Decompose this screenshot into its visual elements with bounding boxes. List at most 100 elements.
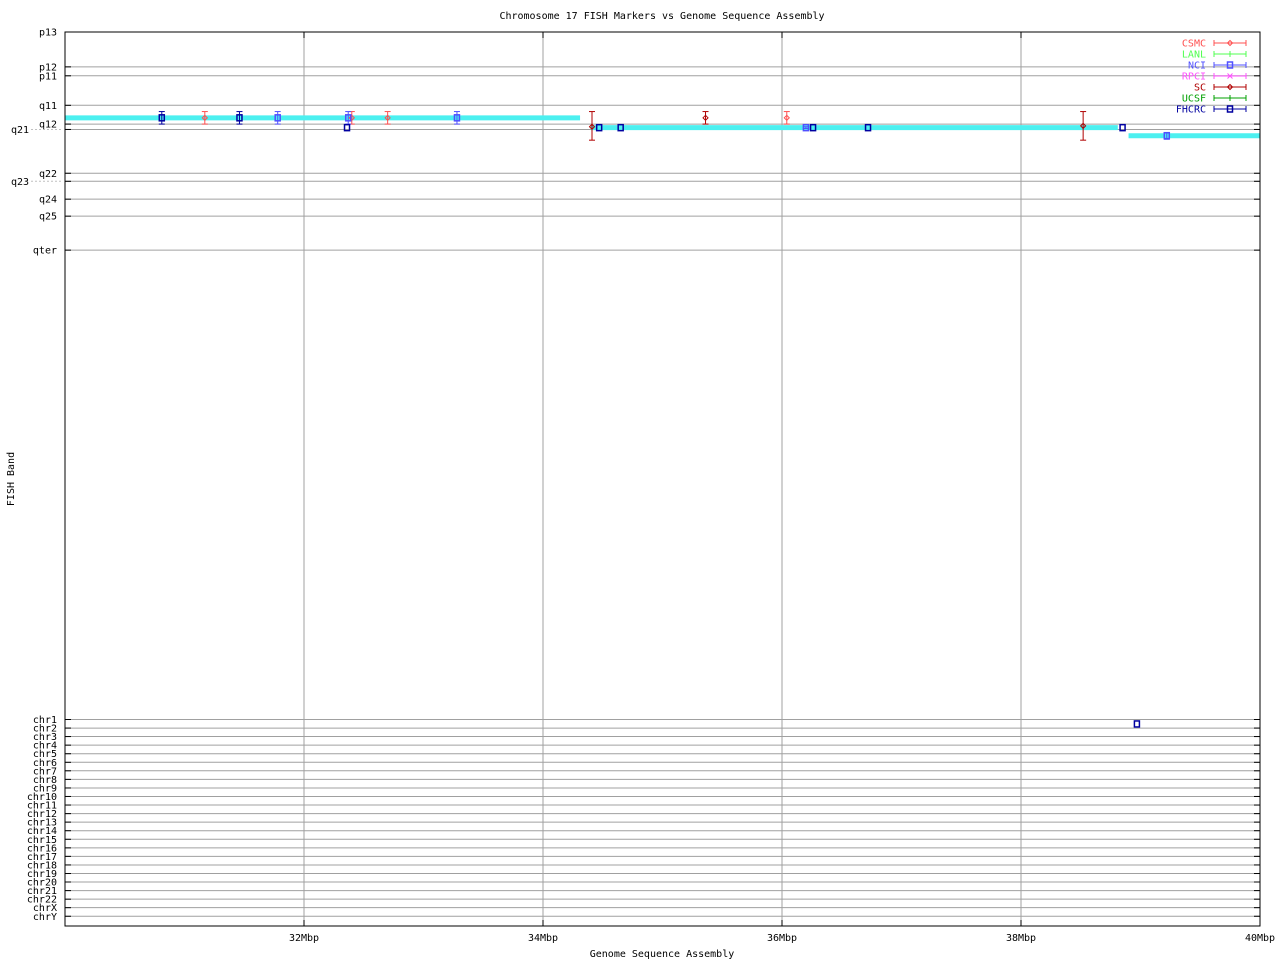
point-marker <box>1119 123 1126 132</box>
legend-marker <box>1226 39 1234 47</box>
y-tick-label: chr5 <box>33 749 57 760</box>
y-tick-label: chr16 <box>27 843 57 854</box>
y-tick-label: chr9 <box>33 783 57 794</box>
legend-item-rpci: RPCI <box>1182 72 1247 83</box>
legend-item-nci: NCI <box>1188 61 1247 72</box>
y-tick-label: q11 <box>39 101 57 112</box>
x-tick-label: 40Mbp <box>1245 933 1275 944</box>
data-point-nci <box>802 123 810 132</box>
y-tick-label: chr19 <box>27 869 57 880</box>
data-point-csmc <box>384 111 391 125</box>
y-tick-label: q24 <box>39 195 57 206</box>
y-tick-label: chrX <box>33 903 57 914</box>
y-tick-label: chr15 <box>27 835 57 846</box>
data-point-fhcrc <box>343 123 351 132</box>
data-point-fhcrc <box>158 111 166 125</box>
legend-item-sc: SC <box>1194 83 1247 94</box>
y-tick-label: chr13 <box>27 818 57 829</box>
y-tick-label: q22 <box>39 169 57 180</box>
legend-label: RPCI <box>1182 72 1206 83</box>
data-point-fhcrc <box>864 123 872 132</box>
data-point-fhcrc <box>595 123 603 132</box>
data-point-nci <box>453 111 461 125</box>
y-tick-label: chr18 <box>27 860 57 871</box>
legend-marker <box>1226 105 1234 113</box>
legend-label: FHCRC <box>1176 105 1206 116</box>
point-marker <box>236 114 243 122</box>
y-tick-label: chr20 <box>27 878 57 889</box>
point-marker <box>453 114 461 122</box>
data-point-csmc <box>201 111 209 125</box>
y-tick-label: chr12 <box>27 809 57 820</box>
y-tick-label: chr4 <box>33 741 57 752</box>
point-marker <box>864 123 872 132</box>
y-tick-label: q25 <box>39 212 57 223</box>
point-marker <box>809 123 817 132</box>
y-tick-label: chr2 <box>33 724 57 735</box>
data-point-fhcrc <box>809 123 817 132</box>
point-marker <box>617 123 624 132</box>
data-point-csmc <box>348 111 356 125</box>
point-marker <box>702 114 709 122</box>
point-marker <box>802 123 810 132</box>
point-marker <box>783 114 790 122</box>
y-tick-label: chr22 <box>27 895 57 906</box>
legend-item-ucsf: UCSF <box>1182 94 1247 105</box>
point-marker <box>201 114 209 122</box>
data-point-fhcrc <box>1119 123 1126 132</box>
y-tick-label: chrY <box>33 912 57 923</box>
y-tick-label: chr3 <box>33 732 57 743</box>
data-points <box>158 111 1171 728</box>
y-tick-label: qter <box>33 246 57 257</box>
legend-item-fhcrc: FHCRC <box>1176 105 1247 116</box>
point-marker <box>158 114 166 122</box>
y-axis-label: FISH Band <box>6 452 17 506</box>
y-tick-label: p12 <box>39 62 57 73</box>
plot-frame <box>64 31 1261 927</box>
y-tick-label: chr6 <box>33 758 57 769</box>
y-tick-label: q23 <box>11 177 29 188</box>
x-tick-label: 32Mbp <box>289 933 319 944</box>
y-tick-label: chr21 <box>27 886 57 897</box>
data-point-fhcrc <box>1133 720 1141 728</box>
data-point-nci <box>274 111 281 125</box>
point-marker <box>274 114 281 122</box>
data-point-sc <box>1079 111 1087 141</box>
y-tick-label: q12 <box>39 120 57 131</box>
legend-label: NCI <box>1188 61 1206 72</box>
x-tick-label: 38Mbp <box>1006 933 1036 944</box>
data-point-sc <box>588 111 596 141</box>
chart-title: Chromosome 17 FISH Markers vs Genome Seq… <box>499 11 824 22</box>
legend-label: UCSF <box>1182 94 1206 105</box>
point-marker <box>384 114 391 122</box>
y-tick-label: chr14 <box>27 826 57 837</box>
y-tick-label: chr8 <box>33 775 57 786</box>
x-tick-label: 34Mbp <box>528 933 558 944</box>
y-tick-label: q21 <box>11 125 29 136</box>
legend-item-csmc: CSMC <box>1182 39 1247 50</box>
data-point-sc <box>702 111 709 125</box>
x-tick-label: 36Mbp <box>767 933 797 944</box>
point-marker <box>1163 131 1171 140</box>
y-tick-label: chr7 <box>33 766 57 777</box>
y-tick-label: p13 <box>39 28 57 39</box>
y-tick-label: p11 <box>39 71 57 82</box>
point-marker <box>595 123 603 132</box>
legend-label: SC <box>1194 83 1206 94</box>
legend-item-lanl: LANL <box>1182 50 1247 61</box>
legend-marker <box>1227 73 1233 79</box>
y-tick-label: chr17 <box>27 852 57 863</box>
data-point-fhcrc <box>236 111 243 125</box>
data-point-csmc <box>783 111 790 125</box>
point-marker <box>343 123 351 132</box>
point-marker <box>588 123 596 130</box>
x-axis-label: Genome Sequence Assembly <box>590 949 735 960</box>
point-marker <box>344 114 352 122</box>
y-tick-label: chr11 <box>27 801 57 812</box>
data-point-nci <box>1163 131 1171 140</box>
point-marker <box>1133 720 1141 728</box>
point-marker <box>1079 122 1087 130</box>
